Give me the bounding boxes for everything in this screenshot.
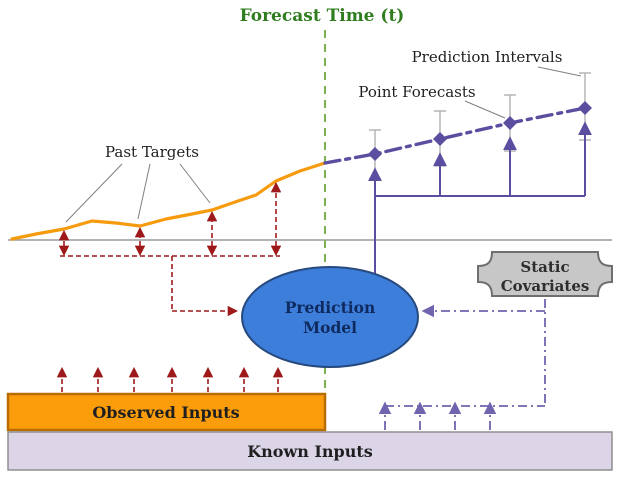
known-inputs-node: Known Inputs	[7, 431, 613, 471]
observed-series-line	[10, 161, 327, 241]
point-forecasts-annotation: Point Forecasts	[358, 83, 506, 119]
point-forecasts-pointer-line	[464, 100, 506, 119]
static-covariates-label-line1: Static	[520, 258, 569, 276]
known-inputs-label: Known Inputs	[247, 442, 373, 461]
static-covariates-plaque	[477, 251, 613, 297]
past-to-model-connector	[171, 256, 239, 317]
prediction-model-node: Prediction Model	[241, 266, 419, 368]
diagram-title: Forecast Time (t)	[240, 6, 405, 26]
static-covariates-label-line2: Covariates	[501, 277, 590, 295]
known-inputs-box	[7, 431, 613, 471]
prediction-model-ellipse	[241, 266, 419, 368]
model-to-forecast-arrows	[368, 121, 592, 274]
forecast-series-line	[323, 106, 587, 165]
observed-input-arrows	[56, 366, 284, 392]
point-forecasts-label: Point Forecasts	[358, 83, 475, 101]
observed-inputs-label: Observed Inputs	[92, 403, 239, 422]
known-covariate-connectors	[378, 299, 546, 430]
point-forecast-markers	[368, 101, 592, 161]
prediction-intervals-pointer-line	[537, 66, 582, 77]
prediction-intervals-label: Prediction Intervals	[412, 48, 563, 66]
observed-inputs-node: Observed Inputs	[6, 392, 327, 432]
prediction-model-label-line2: Model	[303, 318, 357, 337]
prediction-intervals-annotation: Prediction Intervals	[412, 48, 582, 77]
past-target-arrows	[58, 181, 282, 257]
prediction-model-label-line1: Prediction	[285, 298, 376, 317]
static-covariates-node: Static Covariates	[477, 251, 613, 297]
past-targets-pointer-lines	[65, 163, 211, 223]
past-targets-annotation: Past Targets	[65, 143, 211, 223]
past-targets-label: Past Targets	[105, 143, 199, 161]
observed-inputs-box	[6, 392, 327, 432]
